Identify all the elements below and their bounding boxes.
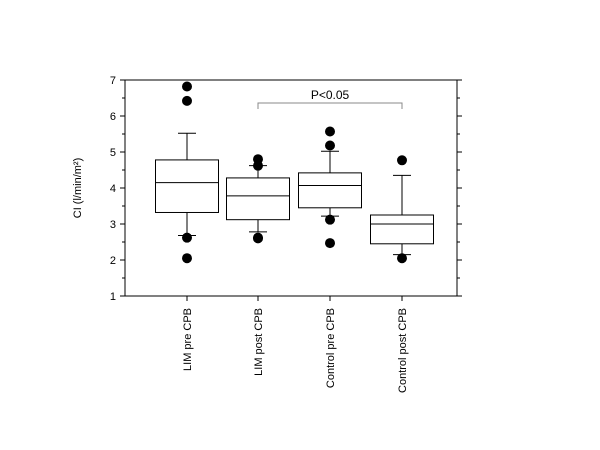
outlier-point [182,253,192,264]
y-axis-title: CI (l/min/m²) [72,158,84,219]
box [155,159,219,213]
outlier-point [325,140,335,151]
y-tick-label: 5 [110,147,116,159]
y-tick-label: 7 [110,75,116,87]
plot-area: 1 2 3 4 5 6 7 LIM pre CPB LIM post CPB Control pr… [110,75,462,393]
y-tick-label: 1 [110,291,116,303]
outlier-point [182,232,192,243]
x-category-label: Control pre CPB [325,308,337,388]
outlier-point [325,214,335,225]
outlier-point [325,238,335,249]
x-category-label: LIM pre CPB [182,308,194,371]
box [370,214,434,245]
outlier-point [182,95,192,106]
significance-label: P<0.05 [311,88,350,102]
outlier-point [253,160,263,171]
outlier-point [182,81,192,92]
outlier-point [253,233,263,244]
x-category-label: LIM post CPB [253,308,265,376]
box [298,172,362,209]
significance-bracket [257,102,403,109]
outlier-point [325,126,335,137]
x-category-label: Control post CPB [397,308,409,393]
y-tick-label: 3 [110,219,116,231]
y-tick-label: 2 [110,255,116,267]
y-tick-label: 6 [110,111,116,123]
y-tick-label: 4 [110,183,116,195]
outlier-point [397,155,407,166]
box [226,177,290,221]
outlier-point [397,253,407,264]
